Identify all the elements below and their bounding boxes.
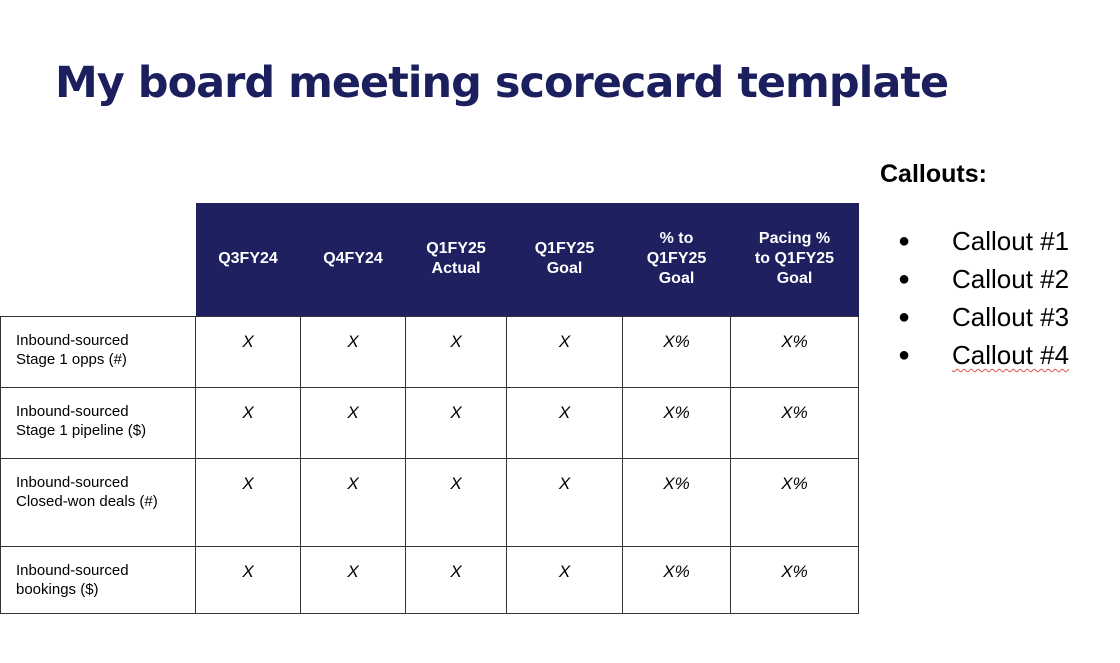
row-label-bookings: Inbound-sourced bookings ($) xyxy=(0,545,196,614)
table-row: Inbound-sourced Closed-won deals (#) X X … xyxy=(0,457,859,547)
bullet-icon: ● xyxy=(898,268,911,290)
list-item: ● Callout #3 xyxy=(898,298,1069,336)
table-row: Inbound-sourced bookings ($) X X X X X% X… xyxy=(0,545,859,614)
row-label-stage1-opps: Inbound-sourced Stage 1 opps (#) xyxy=(0,315,196,388)
table-cell: X xyxy=(195,315,301,388)
table-cell: X xyxy=(506,545,623,614)
table-cell: X% xyxy=(730,315,859,388)
callouts-list: ● Callout #1 ● Callout #2 ● Callout #3 ●… xyxy=(898,222,1069,374)
table-cell: X xyxy=(195,545,301,614)
list-item: ● Callout #1 xyxy=(898,222,1069,260)
column-header-q4fy24: Q4FY24 xyxy=(300,203,406,316)
table-cell: X xyxy=(195,386,301,459)
table-row: Inbound-sourced Stage 1 opps (#) X X X X … xyxy=(0,315,859,388)
table-cell: X xyxy=(405,386,507,459)
list-item: ● Callout #2 xyxy=(898,260,1069,298)
scorecard-table: Q3FY24 Q4FY24 Q1FY25 Actual Q1FY25 Goal % … xyxy=(0,203,859,614)
column-header-q1fy25-actual: Q1FY25 Actual xyxy=(405,203,507,316)
callout-text[interactable]: Callout #1 xyxy=(952,226,1070,256)
table-cell: X% xyxy=(622,386,731,459)
table-cell: X% xyxy=(730,386,859,459)
table-cell: X% xyxy=(730,457,859,547)
bullet-icon: ● xyxy=(898,344,911,366)
callout-text[interactable]: Callout #3 xyxy=(952,302,1070,332)
callout-text[interactable]: Callout #4 xyxy=(952,340,1070,370)
table-cell: X xyxy=(300,315,406,388)
table-cell: X xyxy=(300,545,406,614)
table-cell: X xyxy=(195,457,301,547)
table-row: Inbound-sourced Stage 1 pipeline ($) X X … xyxy=(0,386,859,459)
column-header-pct-to-goal: % to Q1FY25 Goal xyxy=(622,203,731,316)
table-cell: X xyxy=(300,386,406,459)
table-cell: X xyxy=(405,545,507,614)
column-header-q3fy24: Q3FY24 xyxy=(195,203,301,316)
list-item: ● Callout #4 xyxy=(898,336,1069,374)
table-cell: X% xyxy=(622,457,731,547)
table-cell: X xyxy=(506,315,623,388)
bullet-icon: ● xyxy=(898,306,911,328)
table-cell: X% xyxy=(622,315,731,388)
page-title: My board meeting scorecard template xyxy=(55,58,949,108)
row-label-stage1-pipeline: Inbound-sourced Stage 1 pipeline ($) xyxy=(0,386,196,459)
table-cell: X% xyxy=(730,545,859,614)
table-cell: X xyxy=(300,457,406,547)
table-cell: X xyxy=(405,315,507,388)
header-corner-cell xyxy=(1,203,196,316)
bullet-icon: ● xyxy=(898,230,911,252)
table-cell: X xyxy=(506,386,623,459)
row-label-closed-won-deals: Inbound-sourced Closed-won deals (#) xyxy=(0,457,196,547)
table-cell: X xyxy=(405,457,507,547)
header-row: Q3FY24 Q4FY24 Q1FY25 Actual Q1FY25 Goal % … xyxy=(1,203,859,316)
table-cell: X xyxy=(506,457,623,547)
table-cell: X% xyxy=(622,545,731,614)
column-header-q1fy25-goal: Q1FY25 Goal xyxy=(506,203,623,316)
callouts-heading: Callouts: xyxy=(880,160,987,188)
column-header-pacing-pct: Pacing % to Q1FY25 Goal xyxy=(730,203,859,316)
callout-text[interactable]: Callout #2 xyxy=(952,264,1070,294)
